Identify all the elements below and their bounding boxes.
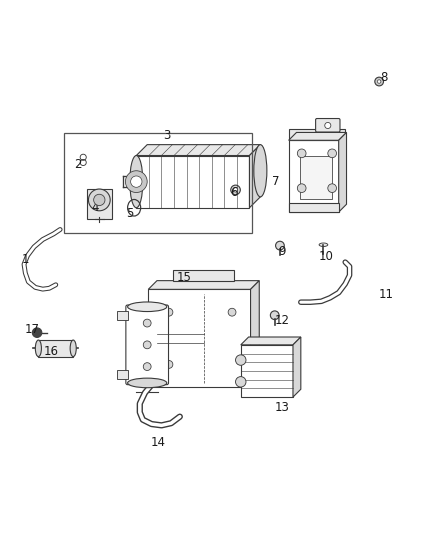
Circle shape — [325, 123, 331, 128]
Polygon shape — [289, 133, 346, 140]
Circle shape — [297, 149, 306, 158]
Circle shape — [270, 311, 279, 320]
Polygon shape — [136, 144, 260, 156]
Polygon shape — [339, 133, 346, 212]
Text: 9: 9 — [279, 245, 286, 258]
FancyBboxPatch shape — [300, 156, 332, 199]
FancyBboxPatch shape — [126, 305, 169, 385]
FancyBboxPatch shape — [289, 140, 339, 212]
Text: 4: 4 — [91, 201, 99, 214]
Ellipse shape — [254, 144, 267, 197]
Text: 15: 15 — [177, 271, 191, 284]
Text: 2: 2 — [74, 158, 81, 171]
Circle shape — [88, 189, 110, 211]
Text: 10: 10 — [318, 251, 333, 263]
Text: 7: 7 — [272, 175, 279, 188]
Circle shape — [378, 80, 381, 83]
Circle shape — [328, 184, 336, 192]
Circle shape — [236, 355, 246, 365]
Circle shape — [165, 308, 173, 316]
Polygon shape — [250, 144, 260, 208]
Text: 5: 5 — [126, 207, 134, 220]
FancyBboxPatch shape — [148, 289, 251, 387]
Circle shape — [125, 171, 147, 192]
FancyBboxPatch shape — [87, 189, 112, 219]
Ellipse shape — [130, 156, 143, 208]
Circle shape — [236, 377, 246, 387]
Circle shape — [233, 188, 238, 192]
Text: 11: 11 — [379, 288, 394, 301]
Text: 13: 13 — [275, 401, 290, 415]
Polygon shape — [293, 337, 301, 397]
FancyBboxPatch shape — [241, 345, 293, 397]
Circle shape — [231, 185, 240, 195]
Circle shape — [143, 341, 151, 349]
FancyBboxPatch shape — [39, 340, 73, 357]
Ellipse shape — [70, 340, 76, 357]
Circle shape — [32, 328, 42, 337]
FancyBboxPatch shape — [173, 270, 234, 281]
Text: 8: 8 — [381, 71, 388, 84]
Text: 14: 14 — [151, 437, 166, 449]
Text: 12: 12 — [275, 314, 290, 327]
Text: 1: 1 — [21, 254, 29, 266]
Ellipse shape — [127, 302, 167, 312]
Polygon shape — [148, 281, 259, 289]
Text: 3: 3 — [163, 130, 170, 142]
Circle shape — [276, 241, 284, 250]
Ellipse shape — [35, 340, 42, 357]
FancyBboxPatch shape — [117, 370, 127, 378]
Polygon shape — [251, 281, 259, 387]
Text: 6: 6 — [230, 186, 238, 199]
Circle shape — [165, 360, 173, 368]
Text: 17: 17 — [25, 323, 39, 336]
Ellipse shape — [127, 378, 167, 387]
Circle shape — [131, 176, 142, 187]
Ellipse shape — [319, 243, 328, 246]
FancyBboxPatch shape — [289, 130, 345, 140]
Circle shape — [297, 184, 306, 192]
FancyBboxPatch shape — [117, 311, 127, 320]
Circle shape — [228, 308, 236, 316]
FancyBboxPatch shape — [289, 203, 339, 212]
Circle shape — [143, 319, 151, 327]
Circle shape — [375, 77, 384, 86]
Text: 16: 16 — [44, 345, 59, 358]
Circle shape — [94, 194, 105, 206]
Polygon shape — [241, 337, 301, 345]
FancyBboxPatch shape — [136, 156, 250, 208]
FancyBboxPatch shape — [316, 118, 340, 132]
Circle shape — [328, 149, 336, 158]
Circle shape — [143, 362, 151, 370]
